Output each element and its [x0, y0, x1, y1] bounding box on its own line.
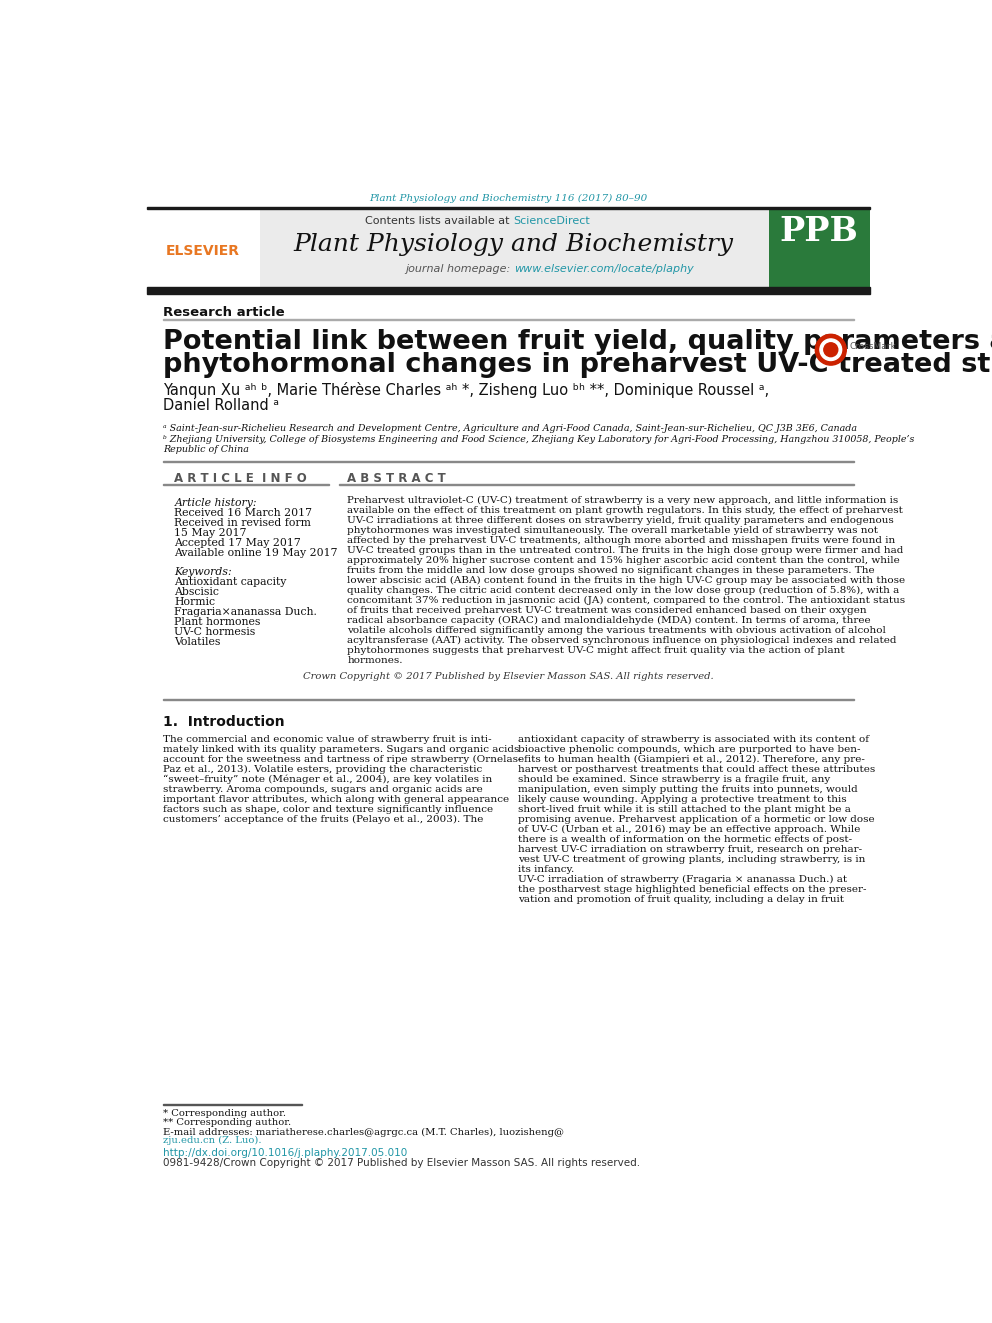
- Text: Received 16 March 2017: Received 16 March 2017: [175, 508, 312, 519]
- Text: fruits from the middle and low dose groups showed no significant changes in thes: fruits from the middle and low dose grou…: [347, 566, 875, 576]
- Text: acyltransferase (AAT) activity. The observed synchronous influence on physiologi: acyltransferase (AAT) activity. The obse…: [347, 636, 897, 646]
- Text: Fragaria×ananassa Duch.: Fragaria×ananassa Duch.: [175, 607, 317, 617]
- Text: UV-C treated groups than in the untreated control. The fruits in the high dose g: UV-C treated groups than in the untreate…: [347, 546, 904, 556]
- Bar: [260, 209, 769, 287]
- Text: harvest UV-C irradiation on strawberry fruit, research on prehar-: harvest UV-C irradiation on strawberry f…: [519, 845, 863, 853]
- Text: hormones.: hormones.: [347, 656, 403, 665]
- Text: approximately 20% higher sucrose content and 15% higher ascorbic acid content th: approximately 20% higher sucrose content…: [347, 556, 900, 565]
- Text: strawberry. Aroma compounds, sugars and organic acids are: strawberry. Aroma compounds, sugars and …: [163, 785, 482, 794]
- Text: vation and promotion of fruit quality, including a delay in fruit: vation and promotion of fruit quality, i…: [519, 894, 844, 904]
- Text: likely cause wounding. Applying a protective treatment to this: likely cause wounding. Applying a protec…: [519, 795, 847, 804]
- Text: should be examined. Since strawberry is a fragile fruit, any: should be examined. Since strawberry is …: [519, 775, 830, 783]
- Text: UV-C hormesis: UV-C hormesis: [175, 627, 256, 636]
- Text: Abscisic: Abscisic: [175, 587, 219, 597]
- Text: Yanqun Xu ᵃʰ ᵇ, Marie Thérèse Charles ᵃʰ *, Zisheng Luo ᵇʰ **, Dominique Roussel: Yanqun Xu ᵃʰ ᵇ, Marie Thérèse Charles ᵃʰ…: [163, 382, 769, 398]
- Text: journal homepage:: journal homepage:: [405, 263, 514, 274]
- Text: Plant Physiology and Biochemistry 116 (2017) 80–90: Plant Physiology and Biochemistry 116 (2…: [369, 194, 648, 204]
- Text: Daniel Rolland ᵃ: Daniel Rolland ᵃ: [163, 398, 279, 413]
- Text: its infancy.: its infancy.: [519, 865, 574, 875]
- Text: CrossMark: CrossMark: [849, 343, 896, 351]
- Text: PPB: PPB: [780, 216, 859, 249]
- Text: affected by the preharvest UV-C treatments, although more aborted and misshapen : affected by the preharvest UV-C treatmen…: [347, 536, 896, 545]
- Text: of fruits that received preharvest UV-C treatment was considered enhanced based : of fruits that received preharvest UV-C …: [347, 606, 867, 615]
- Text: UV-C irradiation of strawberry (Fragaria × ananassa Duch.) at: UV-C irradiation of strawberry (Fragaria…: [519, 875, 847, 884]
- Text: Antioxidant capacity: Antioxidant capacity: [175, 577, 287, 587]
- Text: manipulation, even simply putting the fruits into punnets, would: manipulation, even simply putting the fr…: [519, 785, 858, 794]
- Text: 0981-9428/Crown Copyright © 2017 Published by Elsevier Masson SAS. All rights re: 0981-9428/Crown Copyright © 2017 Publish…: [163, 1158, 640, 1168]
- Text: ᵇ Zhejiang University, College of Biosystems Engineering and Food Science, Zheji: ᵇ Zhejiang University, College of Biosys…: [163, 434, 914, 443]
- Text: important flavor attributes, which along with general appearance: important flavor attributes, which along…: [163, 795, 509, 804]
- Text: www.elsevier.com/locate/plaphy: www.elsevier.com/locate/plaphy: [514, 263, 693, 274]
- Text: available on the effect of this treatment on plant growth regulators. In this st: available on the effect of this treatmen…: [347, 505, 903, 515]
- Bar: [147, 209, 260, 287]
- Bar: [147, 206, 870, 209]
- Text: efits to human health (Giampieri et al., 2012). Therefore, any pre-: efits to human health (Giampieri et al.,…: [519, 754, 865, 763]
- Text: Paz et al., 2013). Volatile esters, providing the characteristic: Paz et al., 2013). Volatile esters, prov…: [163, 765, 482, 774]
- Text: Contents lists available at: Contents lists available at: [365, 216, 513, 226]
- Text: phytohormonal changes in preharvest UV-C treated strawberry: phytohormonal changes in preharvest UV-C…: [163, 352, 992, 378]
- Text: Received in revised form: Received in revised form: [175, 519, 311, 528]
- Text: 15 May 2017: 15 May 2017: [175, 528, 247, 538]
- Bar: [769, 209, 870, 287]
- Text: radical absorbance capacity (ORAC) and malondialdehyde (MDA) content. In terms o: radical absorbance capacity (ORAC) and m…: [347, 617, 871, 626]
- Text: harvest or postharvest treatments that could affect these attributes: harvest or postharvest treatments that c…: [519, 765, 876, 774]
- Text: “sweet–fruity” note (Ménager et al., 2004), are key volatiles in: “sweet–fruity” note (Ménager et al., 200…: [163, 775, 492, 785]
- Text: there is a wealth of information on the hormetic effects of post-: there is a wealth of information on the …: [519, 835, 852, 844]
- Text: A B S T R A C T: A B S T R A C T: [347, 472, 446, 484]
- Text: bioactive phenolic compounds, which are purported to have ben-: bioactive phenolic compounds, which are …: [519, 745, 861, 754]
- Text: * Corresponding author.: * Corresponding author.: [163, 1109, 286, 1118]
- Text: promising avenue. Preharvest application of a hormetic or low dose: promising avenue. Preharvest application…: [519, 815, 875, 824]
- Text: The commercial and economic value of strawberry fruit is inti-: The commercial and economic value of str…: [163, 734, 491, 744]
- Circle shape: [815, 335, 846, 365]
- Text: Research article: Research article: [163, 306, 285, 319]
- Circle shape: [820, 339, 841, 360]
- Text: concomitant 37% reduction in jasmonic acid (JA) content, compared to the control: concomitant 37% reduction in jasmonic ac…: [347, 597, 906, 605]
- Text: lower abscisic acid (ABA) content found in the fruits in the high UV-C group may: lower abscisic acid (ABA) content found …: [347, 576, 906, 585]
- Text: A R T I C L E  I N F O: A R T I C L E I N F O: [175, 472, 308, 484]
- Text: E-mail addresses: mariatherese.charles@agrgc.ca (M.T. Charles), luozisheng@: E-mail addresses: mariatherese.charles@a…: [163, 1127, 563, 1136]
- Text: ᵃ Saint-Jean-sur-Richelieu Research and Development Centre, Agriculture and Agri: ᵃ Saint-Jean-sur-Richelieu Research and …: [163, 423, 857, 433]
- Text: Plant Physiology and Biochemistry: Plant Physiology and Biochemistry: [294, 233, 734, 255]
- Text: phytohormones suggests that preharvest UV-C might affect fruit quality via the a: phytohormones suggests that preharvest U…: [347, 646, 845, 655]
- Text: ** Corresponding author.: ** Corresponding author.: [163, 1118, 291, 1127]
- Text: ELSEVIER: ELSEVIER: [166, 245, 240, 258]
- Text: customers’ acceptance of the fruits (Pelayo et al., 2003). The: customers’ acceptance of the fruits (Pel…: [163, 815, 483, 824]
- Text: Article history:: Article history:: [175, 497, 257, 508]
- Text: factors such as shape, color and texture significantly influence: factors such as shape, color and texture…: [163, 804, 493, 814]
- Text: short-lived fruit while it is still attached to the plant might be a: short-lived fruit while it is still atta…: [519, 804, 851, 814]
- Text: Keywords:: Keywords:: [175, 566, 232, 577]
- Text: zju.edu.cn (Z. Luo).: zju.edu.cn (Z. Luo).: [163, 1136, 261, 1144]
- Text: Plant hormones: Plant hormones: [175, 617, 261, 627]
- Text: phytohormones was investigated simultaneously. The overall marketable yield of s: phytohormones was investigated simultane…: [347, 527, 878, 534]
- Bar: [147, 287, 870, 294]
- Text: ScienceDirect: ScienceDirect: [513, 216, 590, 226]
- Text: http://dx.doi.org/10.1016/j.plaphy.2017.05.010: http://dx.doi.org/10.1016/j.plaphy.2017.…: [163, 1148, 407, 1158]
- Text: 1.  Introduction: 1. Introduction: [163, 716, 285, 729]
- Text: the postharvest stage highlighted beneficial effects on the preser-: the postharvest stage highlighted benefi…: [519, 885, 867, 894]
- Text: Volatiles: Volatiles: [175, 636, 221, 647]
- Text: Hormic: Hormic: [175, 597, 215, 607]
- Text: Crown Copyright © 2017 Published by Elsevier Masson SAS. All rights reserved.: Crown Copyright © 2017 Published by Else…: [304, 672, 713, 681]
- Text: Republic of China: Republic of China: [163, 445, 249, 454]
- Text: account for the sweetness and tartness of ripe strawberry (Ornelas-: account for the sweetness and tartness o…: [163, 754, 521, 763]
- Text: Preharvest ultraviolet-C (UV-C) treatment of strawberry is a very new approach, : Preharvest ultraviolet-C (UV-C) treatmen…: [347, 496, 899, 505]
- Text: vest UV-C treatment of growing plants, including strawberry, is in: vest UV-C treatment of growing plants, i…: [519, 855, 866, 864]
- Text: UV-C irradiations at three different doses on strawberry yield, fruit quality pa: UV-C irradiations at three different dos…: [347, 516, 894, 525]
- Text: of UV-C (Urban et al., 2016) may be an effective approach. While: of UV-C (Urban et al., 2016) may be an e…: [519, 824, 861, 833]
- Text: antioxidant capacity of strawberry is associated with its content of: antioxidant capacity of strawberry is as…: [519, 734, 869, 744]
- Text: Available online 19 May 2017: Available online 19 May 2017: [175, 548, 338, 558]
- Text: Accepted 17 May 2017: Accepted 17 May 2017: [175, 538, 302, 548]
- Text: Potential link between fruit yield, quality parameters and: Potential link between fruit yield, qual…: [163, 329, 992, 355]
- Text: quality changes. The citric acid content decreased only in the low dose group (r: quality changes. The citric acid content…: [347, 586, 900, 595]
- Circle shape: [823, 343, 838, 357]
- Text: mately linked with its quality parameters. Sugars and organic acids: mately linked with its quality parameter…: [163, 745, 519, 754]
- Text: volatile alcohols differed significantly among the various treatments with obvio: volatile alcohols differed significantly…: [347, 626, 886, 635]
